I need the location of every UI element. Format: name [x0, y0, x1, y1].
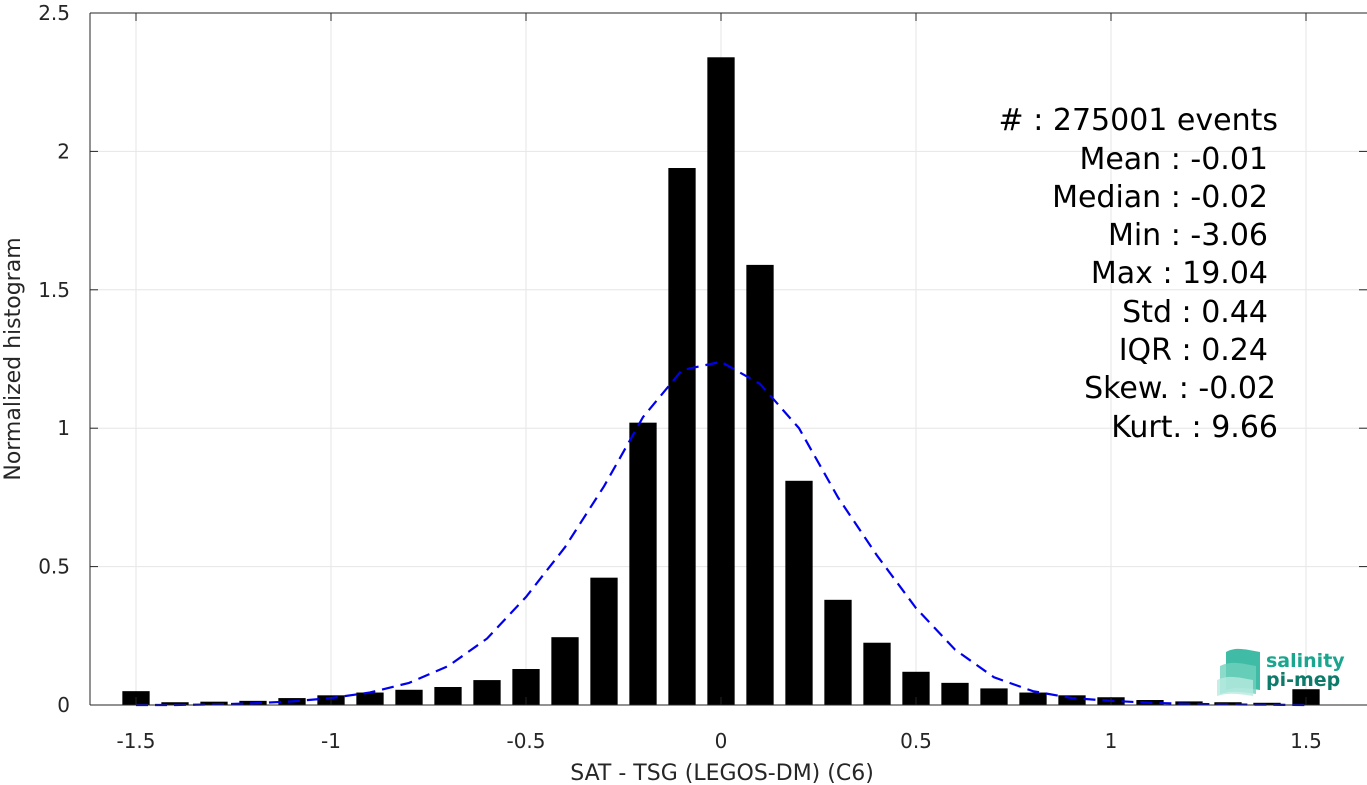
histogram-bar-23: [1019, 692, 1047, 705]
stat-mean: Mean : -0.01: [1079, 142, 1268, 177]
histogram-bar-24: [1058, 695, 1086, 705]
histogram-bar-11: [551, 637, 579, 705]
histogram-bar-6: [356, 692, 384, 705]
histogram-bar-22: [980, 688, 1008, 705]
x-tick-label-3: 0: [715, 729, 728, 753]
y-tick-labels: 0 0.5 1 1.5 2 2.5: [38, 1, 70, 717]
histogram-bar-21: [941, 682, 969, 705]
stat-skew: Skew. : -0.02: [1084, 371, 1276, 406]
stat-max: Max : 19.04: [1091, 256, 1268, 291]
x-tick-label-4: 0.5: [900, 729, 932, 753]
stat-iqr: IQR : 0.24: [1119, 333, 1268, 368]
y-tick-label-4: 2: [57, 139, 70, 163]
x-axis-label: SAT - TSG (LEGOS-DM) (C6): [570, 761, 874, 785]
x-tick-label-5: 1: [1105, 729, 1118, 753]
histogram-bar-9: [473, 680, 501, 705]
histogram-bar-8: [434, 687, 462, 705]
stat-kurt: Kurt. : 9.66: [1111, 410, 1278, 445]
stat-std: Std : 0.44: [1122, 295, 1268, 330]
y-tick-label-2: 1: [57, 416, 70, 440]
stat-median: Median : -0.02: [1052, 180, 1268, 215]
salinity-pimep-logo: salinity pi-mep: [1217, 648, 1345, 696]
y-axis-label: Normalized histogram: [1, 237, 26, 480]
logo-text-pimep: pi-mep: [1266, 669, 1340, 691]
x-tick-label-6: 1.5: [1290, 729, 1322, 753]
plot-axes: [89, 12, 1367, 706]
logo-text-salinity: salinity: [1266, 650, 1345, 672]
y-tick-label-0: 0: [57, 693, 70, 717]
histogram-bar-29: [1253, 702, 1281, 705]
stat-min: Min : -3.06: [1108, 218, 1268, 253]
histogram-bar-7: [395, 689, 423, 705]
wave-logo-icon: [1217, 648, 1260, 696]
x-tick-label-0: -1.5: [116, 729, 155, 753]
histogram-bar-15: [707, 57, 735, 705]
x-tick-label-1: -1: [321, 729, 341, 753]
x-tick-labels: -1.5 -1 -0.5 0 0.5 1 1.5: [116, 729, 1321, 753]
y-tick-label-1: 0.5: [38, 555, 70, 579]
histogram-bar-17: [785, 480, 813, 705]
stat-events: # : 275001 events: [999, 103, 1278, 138]
histogram-bar-19: [863, 642, 891, 705]
x-tick-label-2: -0.5: [506, 729, 545, 753]
histogram-bar-1: [161, 702, 189, 705]
histogram-bar-14: [668, 168, 696, 705]
histogram-bar-13: [629, 422, 657, 705]
histogram-bar-16: [746, 264, 774, 705]
histogram-bar-12: [590, 577, 618, 705]
y-tick-label-5: 2.5: [38, 1, 70, 25]
histogram-bar-18: [824, 599, 852, 705]
histogram-bars: [122, 57, 1320, 705]
y-tick-label-3: 1.5: [38, 278, 70, 302]
statistics-box: # : 275001 events Mean : -0.01 Median : …: [999, 103, 1278, 445]
